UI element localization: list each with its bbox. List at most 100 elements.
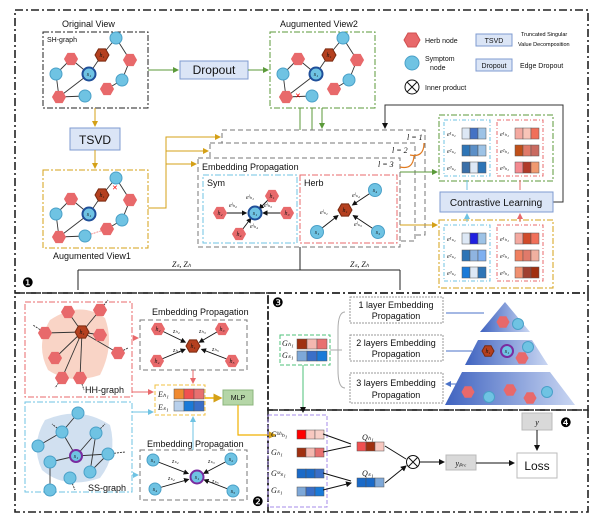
symptom-node: [224, 452, 238, 466]
edge-label: zₛ₂: [171, 459, 179, 465]
symptom-node: [148, 482, 162, 496]
herb-propagation-graph: s₁ s₃ s₄ h₁ eˡₛ₁ eˡₛ₃ eˡₛ₄: [310, 183, 385, 239]
herb-node: [515, 352, 529, 364]
view1-embeddings-box: [438, 219, 554, 289]
symptom-node: [43, 483, 57, 497]
propagation-layer3-box: [197, 157, 401, 248]
embedding-cell: [305, 429, 316, 440]
embedding-cell: [530, 161, 540, 174]
legend-tsvd-desc-2: Value Decomposition: [518, 42, 570, 48]
node-label: s₁: [195, 475, 199, 481]
embedding-cell: [296, 350, 308, 362]
hh-propagation-graph: h₂ h₃ h₄ h₅ h₁ zₕ₂ zₕ₃ zₕ₄ zₕ₅: [149, 322, 240, 368]
embedding-cell: [469, 266, 479, 279]
embedding-cell: [477, 249, 487, 262]
node-label: s₁: [87, 212, 91, 218]
herb-node: [349, 53, 365, 67]
q-h-label: Qₕ₁: [362, 433, 374, 442]
y-label: y: [534, 418, 539, 427]
edge-label: zₕ₂: [172, 329, 180, 335]
legend: Herb node Symptom node Inner product TSV…: [403, 32, 570, 95]
edge-label: eˡₛ₃: [354, 222, 362, 228]
section3-marker: ❸: [272, 295, 284, 310]
embedding-cell: [314, 486, 325, 497]
embedding-cell: [461, 144, 471, 157]
embedding-cell: [477, 127, 487, 140]
embedding-cell: [469, 144, 479, 157]
node-label: h₃: [219, 327, 224, 333]
hh-graph: h₁: [32, 299, 129, 391]
legend-inner-product: Inner product: [425, 85, 466, 92]
legend-tsvd-desc-1: Truncated Singular: [521, 32, 567, 38]
embedding-cell: [514, 266, 524, 279]
sym-label: Sym: [207, 178, 225, 188]
legend-symptom-node-1: Symptom: [425, 56, 455, 63]
emb-prop-top-label: Embedding Propagation: [152, 307, 249, 317]
herb-node: [496, 316, 510, 328]
embedding-cell: [365, 441, 376, 452]
edge-label: eˡₛ₄: [352, 193, 360, 199]
embedding-cell: [469, 127, 479, 140]
herb-node: [279, 206, 295, 220]
section2-marker: ❷: [252, 494, 264, 509]
node-label: s₂: [229, 457, 233, 463]
herb-node: [92, 303, 108, 317]
embedding-cell: [461, 232, 471, 245]
sym-box: [202, 174, 298, 244]
node-label: s₁: [505, 349, 509, 355]
section1-marker: ❶: [22, 275, 34, 290]
embedding-cell: [514, 127, 524, 140]
node-label: h₄: [236, 232, 241, 238]
legend-tsvd-key: TSVD: [485, 38, 504, 45]
embedding-cell: [314, 447, 325, 458]
embedding-cell: [477, 144, 487, 157]
herb-node: [278, 90, 294, 104]
embedding-cell: [522, 144, 532, 157]
node-label: s₅: [231, 489, 235, 495]
embedding-cell: [296, 338, 308, 350]
g-h4-label: Gₕ₁: [271, 448, 283, 457]
embedding-cell: [173, 388, 185, 400]
herb-node-h1: [94, 188, 110, 202]
embedding-cell: [296, 429, 307, 440]
g-vectors: [296, 338, 328, 362]
edge-label: eˡₕ₂: [229, 203, 237, 209]
embedding-cell: [530, 127, 540, 140]
herb-node: [122, 193, 138, 207]
g-hh-label: Gʰʰₕ₁: [271, 430, 288, 439]
symptom-node: [512, 318, 524, 330]
herb-node: [461, 386, 475, 398]
augmented-view2-graph: ✕ h₁ s₁: [276, 31, 365, 104]
original-view-label: Original View: [62, 19, 115, 29]
embedding-cell: [522, 127, 532, 140]
svg-text:1 layer Embedding: 1 layer Embedding: [358, 300, 433, 310]
edge: [89, 432, 97, 473]
sh-graph: h₁ s₁: [49, 31, 138, 104]
symptom-node: [310, 225, 324, 239]
symptom-node: [276, 67, 290, 81]
embedding-cell: [305, 486, 316, 497]
herb-node: [503, 384, 517, 396]
node-label: h₁: [269, 194, 274, 200]
legend-dropout-key: Dropout: [482, 63, 507, 70]
herb-node: [99, 82, 115, 96]
g-ss-label: Gˢˢₛ₁: [271, 469, 286, 478]
contrastive-learning-label: Contrastive Learning: [450, 198, 542, 209]
edge-label: e²ₕ₁: [500, 149, 509, 155]
embedding-cell: [461, 161, 471, 174]
embedding-propagation-label: Embedding Propagation: [202, 162, 299, 172]
symptom-node: [371, 225, 385, 239]
node-label: s₃: [151, 458, 155, 464]
symptom-node: [71, 406, 85, 420]
edge-label: e²ₕ₁: [500, 254, 509, 260]
node-label: h₁: [99, 193, 104, 199]
embedding-cell: [469, 161, 479, 174]
edge-label: e¹ₕ₁: [500, 132, 509, 138]
herb-node-h1: [337, 203, 353, 217]
symptom-node-s1: [247, 205, 263, 221]
node-label: s₁: [315, 230, 319, 236]
edge-label: zₛ₄: [167, 476, 175, 482]
edge-label: e¹ₛ₁: [447, 132, 456, 138]
edge-label: eˡₛ₁: [320, 210, 328, 216]
legend-symptom-node-2: node: [430, 65, 446, 72]
